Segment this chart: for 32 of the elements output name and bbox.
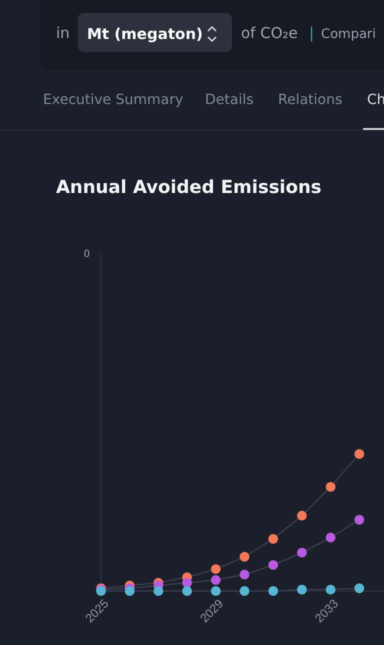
point bbox=[240, 552, 250, 562]
point bbox=[210, 564, 221, 574]
point bbox=[297, 584, 307, 595]
point bbox=[354, 449, 364, 459]
point bbox=[182, 578, 192, 588]
point bbox=[240, 570, 250, 580]
point bbox=[154, 586, 164, 596]
text: 0 bbox=[84, 249, 90, 260]
text: | bbox=[309, 24, 314, 42]
point bbox=[240, 586, 250, 596]
text: Compari bbox=[321, 27, 376, 42]
point bbox=[326, 482, 336, 492]
point bbox=[297, 510, 307, 521]
text: in bbox=[56, 24, 70, 42]
point bbox=[210, 575, 221, 585]
point bbox=[354, 514, 364, 525]
text: Details bbox=[205, 92, 254, 108]
point bbox=[268, 586, 278, 596]
point bbox=[124, 586, 135, 596]
text: Executive Summary bbox=[43, 92, 184, 108]
point bbox=[297, 548, 307, 558]
point bbox=[354, 583, 364, 594]
point bbox=[326, 532, 336, 542]
point bbox=[326, 584, 336, 595]
point bbox=[268, 534, 278, 544]
point bbox=[182, 586, 192, 596]
text: of CO₂e bbox=[241, 24, 298, 42]
chart-title: Annual Avoided Emissions bbox=[56, 177, 322, 198]
point bbox=[268, 560, 278, 570]
text: Relations bbox=[278, 92, 342, 108]
text: Mt (megaton) bbox=[87, 25, 203, 43]
point bbox=[210, 586, 221, 596]
